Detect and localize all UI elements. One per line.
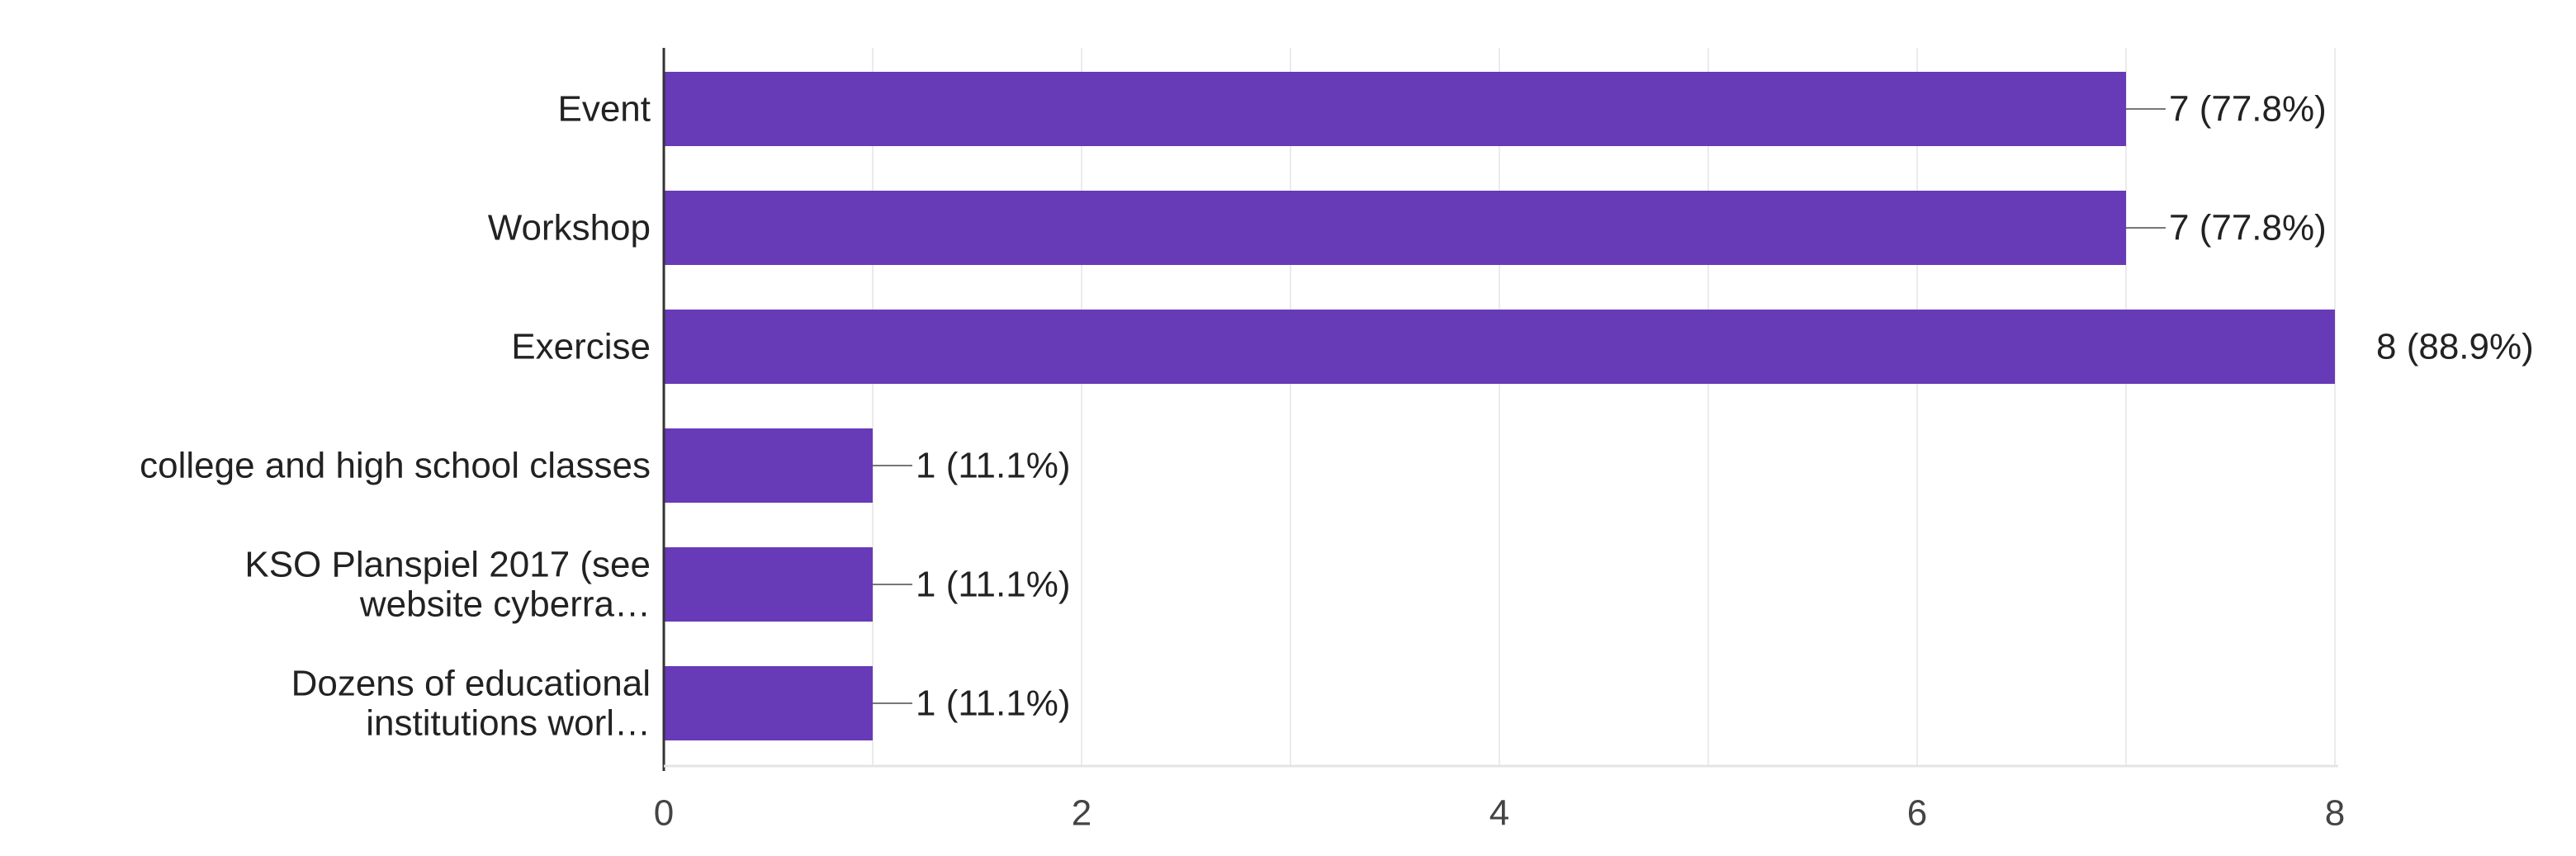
category-label: Dozens of educational <box>291 664 651 704</box>
data-label: 7 (77.8%) <box>2169 208 2327 248</box>
data-label: 7 (77.8%) <box>2169 89 2327 130</box>
x-tick-label: 8 <box>2325 793 2345 834</box>
gridlines <box>872 48 2336 766</box>
category-label: college and high school classes <box>140 446 651 486</box>
data-labels: 7 (77.8%) 7 (77.8%) 8 (88.9%) 1 (11.1%) 1 (1… <box>916 89 2534 724</box>
category-label: institutions worl… <box>366 703 651 744</box>
data-label: 8 (88.9%) <box>2376 327 2534 367</box>
category-label: Exercise <box>511 327 651 367</box>
bar <box>664 72 2126 146</box>
bar <box>664 547 873 622</box>
bar <box>664 191 2126 265</box>
bar <box>664 428 873 503</box>
bar <box>664 666 873 740</box>
leader-lines <box>873 108 2166 704</box>
x-tick-label: 6 <box>1907 793 1927 834</box>
x-tick-labels: 0 2 4 6 8 <box>654 793 2345 834</box>
category-label: website cyberra… <box>359 584 651 625</box>
bars <box>664 72 2335 740</box>
category-label: Workshop <box>488 208 651 248</box>
category-label: Event <box>557 89 651 130</box>
x-tick-label: 0 <box>654 793 674 834</box>
data-label: 1 (11.1%) <box>916 683 1071 724</box>
bar <box>664 310 2335 384</box>
data-label: 1 (11.1%) <box>916 446 1071 486</box>
category-labels: Event Workshop Exercise college and high sc… <box>140 89 651 744</box>
category-label: KSO Planspiel 2017 (see <box>244 545 651 585</box>
data-label: 1 (11.1%) <box>916 565 1071 605</box>
axes <box>662 48 2338 771</box>
x-tick-label: 2 <box>1072 793 1091 834</box>
x-tick-label: 4 <box>1489 793 1509 834</box>
